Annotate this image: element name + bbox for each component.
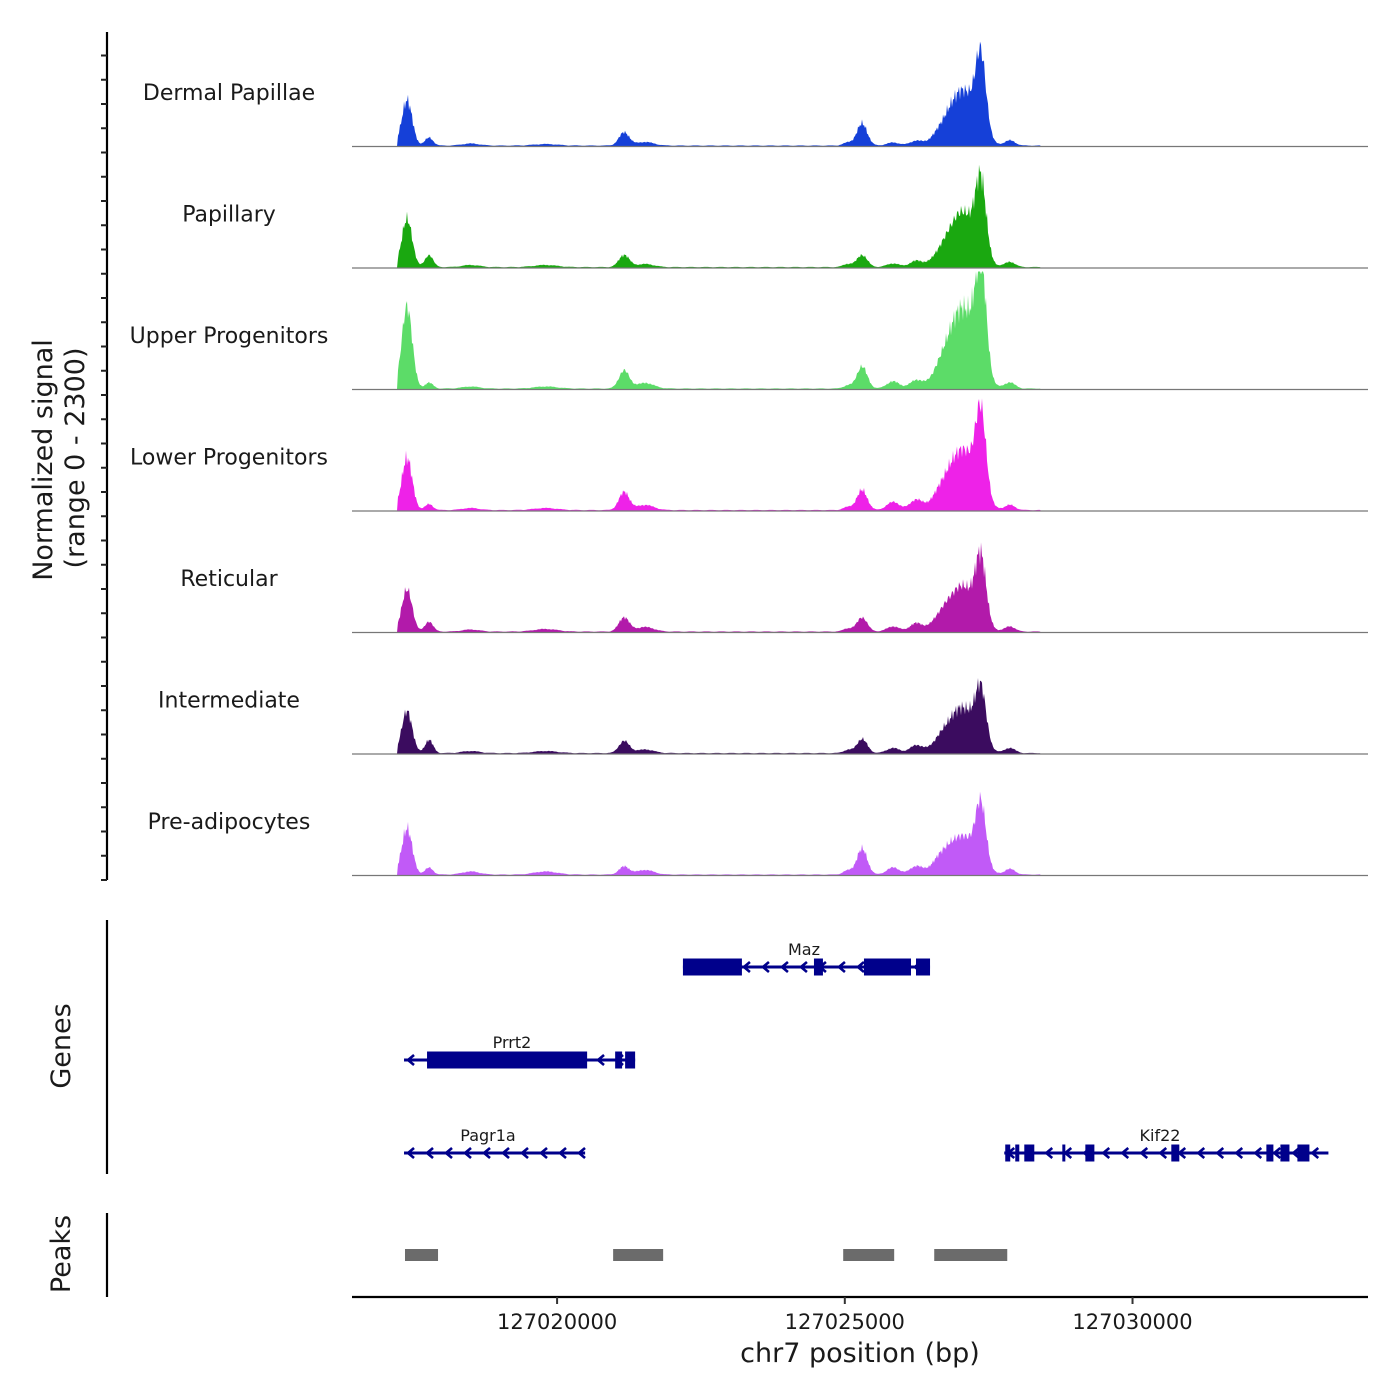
x-axis-ticks: 127020000 127025000 127030000 bbox=[497, 1297, 1193, 1334]
signal-area bbox=[352, 678, 1368, 754]
strand-arrow-icon bbox=[855, 961, 865, 973]
strand-arrow-icon bbox=[1158, 1147, 1168, 1159]
exon bbox=[863, 958, 911, 976]
gene-name-label: Prrt2 bbox=[493, 1033, 532, 1052]
gene-annotation-track: Maz Prrt2 Pagr1a Kif22 bbox=[404, 940, 1329, 1162]
strand-arrow-icon bbox=[1234, 1147, 1244, 1159]
track-label: Reticular bbox=[180, 567, 278, 592]
track-upper-progenitors: Upper Progenitors bbox=[130, 271, 1368, 391]
strand-arrow-icon bbox=[741, 961, 751, 973]
peak-region bbox=[613, 1249, 664, 1261]
strand-arrow-icon bbox=[424, 1147, 434, 1159]
gene-kif22: Kif22 bbox=[1004, 1126, 1329, 1162]
exon bbox=[1297, 1144, 1310, 1162]
strand-arrow-icon bbox=[595, 1054, 605, 1066]
strand-arrow-icon bbox=[798, 961, 808, 973]
signal-area bbox=[352, 542, 1368, 633]
strand-arrow-icon bbox=[519, 1147, 529, 1159]
track-label: Intermediate bbox=[158, 689, 300, 714]
exon bbox=[1062, 1144, 1066, 1162]
peaks-track-label: Peaks bbox=[46, 1215, 77, 1293]
strand-arrow-icon bbox=[481, 1147, 491, 1159]
x-axis-title: chr7 position (bp) bbox=[740, 1338, 980, 1369]
strand-arrow-icon bbox=[405, 1147, 415, 1159]
strand-arrow-icon bbox=[1215, 1147, 1225, 1159]
signal-area bbox=[352, 791, 1368, 876]
track-papillary: Papillary bbox=[182, 164, 1368, 269]
track-lower-progenitors: Lower Progenitors bbox=[130, 398, 1368, 512]
x-tick-label: 127020000 bbox=[497, 1310, 617, 1334]
strand-arrow-icon bbox=[1101, 1147, 1111, 1159]
exon bbox=[813, 958, 823, 976]
strand-arrow-icon bbox=[1272, 1147, 1282, 1159]
strand-arrow-icon bbox=[1044, 1147, 1054, 1159]
track-reticular: Reticular bbox=[180, 542, 1368, 634]
strand-arrow-icon bbox=[760, 961, 770, 973]
signal-area bbox=[352, 164, 1368, 268]
exon bbox=[682, 958, 742, 976]
gene-name-label: Kif22 bbox=[1140, 1126, 1181, 1145]
gene-prrt2: Prrt2 bbox=[404, 1033, 636, 1069]
track-label: Papillary bbox=[182, 203, 276, 228]
strand-arrow-icon bbox=[538, 1147, 548, 1159]
x-tick-label: 127030000 bbox=[1072, 1310, 1192, 1334]
exon bbox=[1015, 1144, 1020, 1162]
exon bbox=[1266, 1144, 1274, 1162]
gene-pagr1a: Pagr1a bbox=[404, 1126, 586, 1159]
track-label: Dermal Papillae bbox=[143, 81, 315, 106]
track-label: Lower Progenitors bbox=[130, 446, 328, 471]
gene-maz: Maz bbox=[682, 940, 931, 976]
strand-arrow-icon bbox=[1196, 1147, 1206, 1159]
gene-name-label: Maz bbox=[788, 940, 820, 959]
signal-area bbox=[352, 398, 1368, 511]
strand-arrow-icon bbox=[500, 1147, 510, 1159]
signal-y-axis-ticks bbox=[101, 54, 107, 881]
track-dermal-papillae: Dermal Papillae bbox=[143, 41, 1368, 148]
strand-arrow-icon bbox=[779, 961, 789, 973]
y-axis-range: (range 0 - 2300) bbox=[60, 348, 91, 569]
strand-arrow-icon bbox=[1139, 1147, 1149, 1159]
exon bbox=[625, 1051, 636, 1069]
track-label: Pre-adipocytes bbox=[148, 810, 311, 835]
exon bbox=[615, 1051, 623, 1069]
signal-area bbox=[352, 271, 1368, 390]
strand-arrow-icon bbox=[576, 1147, 586, 1159]
strand-arrow-icon bbox=[1120, 1147, 1130, 1159]
peaks-track bbox=[404, 1249, 1008, 1261]
strand-arrow-icon bbox=[443, 1147, 453, 1159]
strand-arrow-icon bbox=[1253, 1147, 1263, 1159]
strand-arrow-icon bbox=[1310, 1147, 1320, 1159]
strand-arrow-icon bbox=[836, 961, 846, 973]
coverage-tracks: Dermal Papillae Papillary Upper Progenitor… bbox=[130, 41, 1368, 877]
exon bbox=[1085, 1144, 1095, 1162]
exon bbox=[1024, 1144, 1035, 1162]
exon bbox=[1171, 1144, 1180, 1162]
strand-arrow-icon bbox=[1291, 1147, 1301, 1159]
strand-arrow-icon bbox=[462, 1147, 472, 1159]
peak-region bbox=[934, 1249, 1008, 1261]
peak-region bbox=[404, 1249, 439, 1261]
strand-arrow-icon bbox=[557, 1147, 567, 1159]
exon bbox=[1280, 1144, 1290, 1162]
track-pre-adipocytes: Pre-adipocytes bbox=[148, 791, 1368, 877]
signal-area bbox=[352, 41, 1368, 147]
exon bbox=[1005, 1144, 1011, 1162]
gene-name-label: Pagr1a bbox=[460, 1126, 515, 1145]
exon bbox=[915, 958, 931, 976]
track-label: Upper Progenitors bbox=[130, 324, 329, 349]
strand-arrow-icon bbox=[405, 1054, 415, 1066]
x-tick-label: 127025000 bbox=[785, 1310, 905, 1334]
genes-track-label: Genes bbox=[46, 1003, 77, 1088]
exon bbox=[427, 1051, 588, 1069]
track-intermediate: Intermediate bbox=[158, 678, 1368, 755]
peak-region bbox=[843, 1249, 895, 1261]
y-axis-title: Normalized signal bbox=[28, 339, 59, 581]
